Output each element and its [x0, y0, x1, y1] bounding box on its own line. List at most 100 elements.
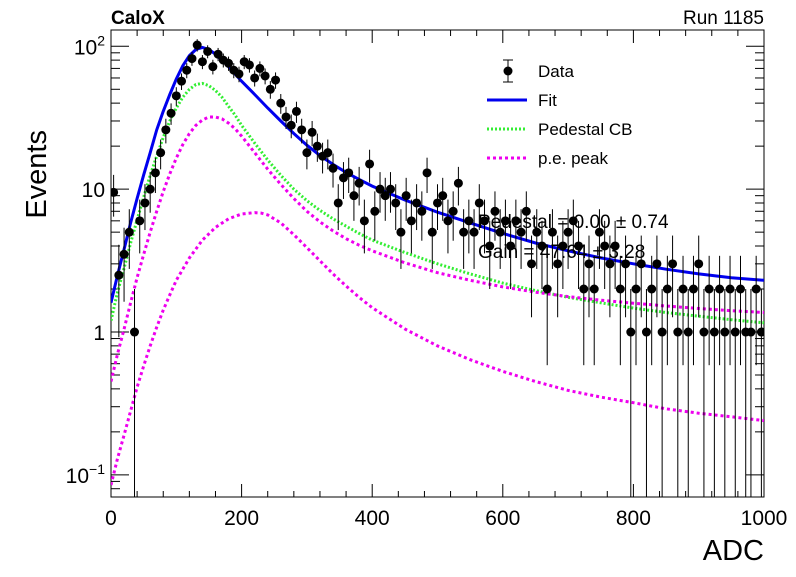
data-point: [579, 255, 589, 366]
data-marker: [594, 227, 604, 237]
data-point: [224, 56, 234, 71]
data-marker: [631, 284, 641, 294]
data-point: [427, 209, 437, 269]
data-marker: [621, 259, 631, 269]
data-point: [709, 288, 719, 497]
data-point: [333, 184, 343, 231]
data-point: [234, 66, 244, 83]
data-marker: [600, 241, 610, 251]
data-marker: [516, 227, 526, 237]
data-point: [657, 288, 667, 497]
x-tick-label: 0: [105, 507, 117, 530]
fit-curves: [111, 45, 764, 486]
data-point: [286, 114, 296, 139]
data-marker: [208, 62, 218, 72]
data-point: [756, 288, 764, 497]
data-marker: [291, 106, 301, 116]
data-marker: [187, 54, 197, 64]
data-marker: [385, 184, 395, 194]
y-tick-label: 10: [82, 179, 105, 202]
data-marker: [605, 259, 615, 269]
run-label: Run 1185: [683, 8, 764, 29]
data-marker: [250, 73, 260, 83]
x-tick-label: 1000: [741, 507, 788, 530]
x-tick-label: 800: [616, 507, 651, 530]
data-marker: [464, 216, 474, 226]
data-point: [600, 220, 610, 289]
data-marker: [140, 198, 150, 208]
data-point: [610, 220, 620, 289]
data-point: [422, 157, 432, 194]
data-point: [349, 177, 359, 221]
data-marker: [506, 241, 516, 251]
data-point: [626, 288, 636, 497]
data-marker: [720, 327, 730, 337]
legend-label: p.e. peak: [538, 149, 608, 168]
data-marker: [610, 241, 620, 251]
curve-fit-0: [111, 45, 764, 304]
data-marker: [323, 148, 333, 158]
data-marker: [568, 216, 578, 226]
x-axis-title: ADC: [703, 535, 764, 567]
data-marker: [281, 112, 291, 122]
data-marker: [589, 284, 599, 294]
gain-result: Gain = 47.64 ± 3.28: [478, 242, 645, 263]
data-point: [443, 199, 453, 254]
data-point: [192, 39, 202, 52]
data-point: [255, 61, 265, 77]
data-marker: [474, 198, 484, 208]
legend: Data Fit Pedestal CB p.e. peak: [487, 59, 633, 168]
y-tick-label: 102: [74, 32, 105, 59]
data-marker: [114, 270, 124, 280]
x-axis: 0 200 400 600 800 1000: [105, 30, 787, 530]
data-marker: [119, 249, 129, 259]
data-point: [621, 235, 631, 318]
data-point: [380, 177, 390, 221]
data-marker: [668, 259, 678, 269]
data-marker: [396, 227, 406, 237]
data-point: [145, 172, 155, 213]
data-marker: [213, 49, 223, 59]
legend-label: Pedestal CB: [538, 120, 633, 139]
legend-entry: p.e. peak: [487, 149, 608, 168]
data-marker: [694, 259, 704, 269]
data-point: [307, 120, 317, 147]
data-marker: [584, 259, 594, 269]
data-point: [527, 235, 537, 318]
data-point: [751, 255, 761, 366]
data-point: [558, 220, 568, 289]
data-point: [328, 153, 338, 188]
data-point: [553, 235, 563, 318]
data-point: [114, 244, 124, 338]
data-marker: [751, 284, 761, 294]
data-marker: [365, 159, 375, 169]
data-marker: [124, 227, 134, 237]
data-marker: [224, 58, 234, 68]
data-point: [166, 103, 176, 125]
legend-entry: Data: [503, 59, 574, 83]
data-marker: [527, 259, 537, 269]
data-marker: [349, 191, 359, 201]
data-marker: [480, 216, 490, 226]
data-point: [516, 209, 526, 269]
data-marker: [715, 284, 725, 294]
data-point: [281, 106, 291, 130]
data-marker: [297, 125, 307, 135]
data-point: [459, 209, 469, 269]
data-marker: [704, 284, 714, 294]
data-point: [469, 209, 479, 269]
data-marker: [265, 84, 275, 94]
data-point: [511, 199, 521, 254]
data-point: [250, 70, 260, 87]
data-point: [532, 209, 542, 269]
data-series: [111, 39, 764, 497]
data-marker: [177, 76, 187, 86]
data-point: [521, 191, 531, 241]
data-point: [715, 255, 725, 366]
data-marker: [344, 168, 354, 178]
data-point: [312, 133, 322, 162]
data-point: [344, 157, 354, 194]
data-point: [662, 255, 672, 366]
legend-entry: Pedestal CB: [487, 120, 633, 139]
